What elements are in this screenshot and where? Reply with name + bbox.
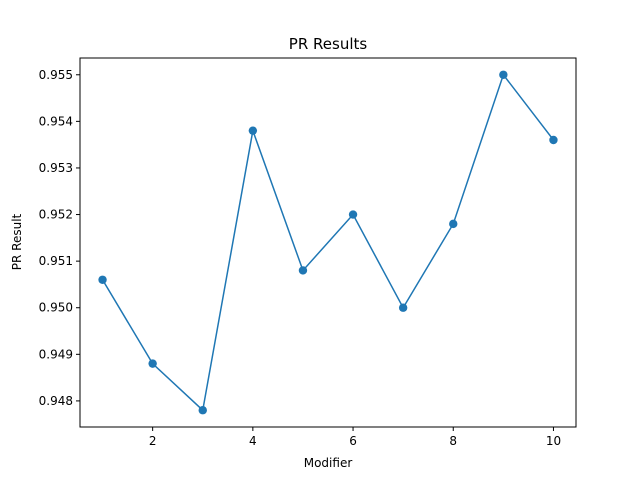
data-point (348, 210, 358, 219)
data-point (148, 359, 157, 368)
data-point (98, 275, 107, 284)
data-point (549, 135, 558, 145)
y-tick-label: 0.954 (39, 114, 73, 128)
y-tick-label: 0.955 (39, 68, 73, 82)
x-tick-label: 2 (149, 434, 157, 448)
data-point (298, 266, 308, 275)
y-tick-label: 0.951 (39, 254, 73, 268)
data-point (499, 70, 508, 79)
y-tick-label: 0.952 (39, 208, 73, 222)
y-axis-label: PR Result (10, 213, 24, 270)
data-point (248, 126, 258, 135)
x-tick-label: 8 (449, 434, 457, 448)
y-axis: 0.948 0.949 0.950 0.951 0.952 0.953 0.954 0.955 (39, 68, 80, 408)
x-tick-label: 6 (349, 434, 357, 448)
y-tick-label: 0.953 (39, 161, 73, 175)
y-tick-label: 0.948 (39, 394, 73, 408)
data-point (198, 406, 207, 415)
x-axis-label: Modifier (304, 456, 353, 470)
x-tick-label: 10 (546, 434, 561, 448)
y-tick-label: 0.950 (39, 301, 73, 315)
y-tick-label: 0.949 (39, 347, 73, 361)
plot-frame (79, 57, 577, 428)
x-tick-label: 4 (249, 434, 257, 448)
series-line (101, 73, 555, 412)
plot-area (98, 70, 558, 415)
data-point (398, 303, 408, 312)
chart-title: PR Results (289, 35, 368, 53)
x-axis: 2 4 6 8 10 (149, 427, 561, 448)
data-point (449, 219, 458, 229)
